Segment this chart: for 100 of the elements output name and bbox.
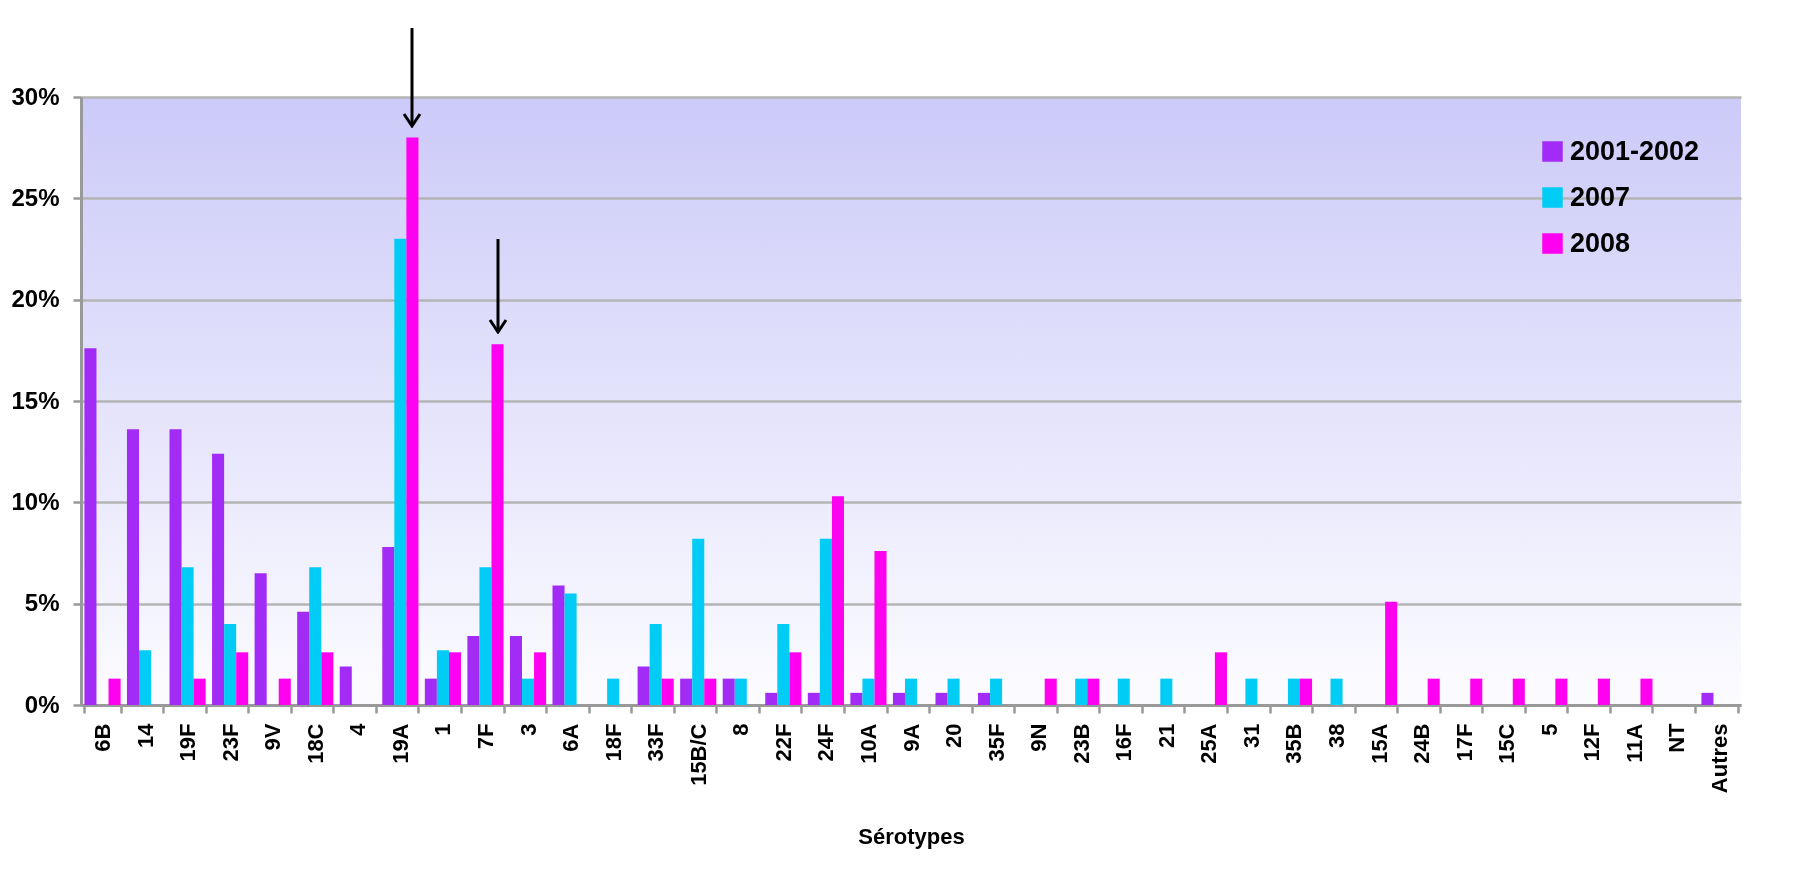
x-tick-label: 6A <box>558 723 584 752</box>
bar <box>1214 652 1227 705</box>
bar <box>637 666 650 705</box>
bar <box>1075 678 1088 705</box>
bar <box>1597 678 1610 705</box>
bar <box>564 593 577 705</box>
bar <box>236 652 249 705</box>
x-tick-label: 8 <box>728 723 754 736</box>
x-tick-label: 15C <box>1494 723 1520 764</box>
bar <box>1640 678 1653 705</box>
x-tick-label: 35B <box>1281 723 1307 764</box>
bar <box>394 238 407 705</box>
y-tick-label: 10% <box>11 487 60 515</box>
bar <box>382 546 395 705</box>
bar <box>521 678 535 705</box>
bar <box>892 692 905 705</box>
bar <box>479 567 492 705</box>
bar <box>406 137 419 705</box>
bar <box>904 678 918 705</box>
x-tick-label: 4 <box>345 722 371 736</box>
bar <box>1701 692 1714 705</box>
bar <box>765 692 778 705</box>
bar <box>436 650 449 705</box>
bar <box>607 678 620 705</box>
bar <box>278 678 291 705</box>
y-tick-label: 0% <box>24 690 60 718</box>
bar <box>777 623 790 705</box>
bar <box>807 692 820 705</box>
x-tick-label: NT <box>1664 722 1690 753</box>
bar <box>1427 678 1440 705</box>
bar <box>448 652 461 705</box>
bar <box>552 585 565 705</box>
bar <box>1117 678 1130 705</box>
bar <box>947 678 960 705</box>
bar <box>139 650 152 705</box>
x-tick-label: 9V <box>260 723 286 751</box>
x-tick-label: 18F <box>600 723 626 762</box>
bar <box>169 429 182 705</box>
legend-label: 2007 <box>1570 181 1631 212</box>
legend-label: 2008 <box>1570 227 1631 258</box>
x-tick-label: 7F <box>472 723 498 750</box>
bar <box>491 344 504 705</box>
x-tick-label: 35F <box>983 723 1009 762</box>
x-tick-label: 3 <box>515 723 541 736</box>
bar <box>254 573 267 705</box>
bar <box>819 538 832 705</box>
bar <box>990 678 1003 705</box>
bar <box>1245 678 1258 705</box>
bar <box>661 678 674 705</box>
bar <box>1330 678 1343 705</box>
x-tick-label: 23B <box>1068 723 1094 764</box>
bar <box>1470 678 1483 705</box>
y-tick-label: 5% <box>24 589 60 617</box>
x-tick-label: 38 <box>1324 723 1350 748</box>
x-tick-label: 33F <box>643 723 669 762</box>
bar <box>1385 601 1398 705</box>
bar <box>181 567 194 705</box>
bar <box>1044 678 1057 705</box>
bar <box>680 678 693 705</box>
x-tick-label: 31 <box>1238 723 1264 748</box>
x-tick-label: 9A <box>898 723 924 752</box>
bar <box>1300 678 1313 705</box>
bar <box>1287 678 1301 705</box>
bar <box>734 678 747 705</box>
bar <box>862 678 875 705</box>
bar <box>509 636 522 705</box>
bar <box>424 678 437 705</box>
x-tick-label: 25A <box>1196 723 1222 764</box>
y-tick-label: 30% <box>11 82 60 110</box>
x-tick-label: 23F <box>217 723 243 762</box>
bar <box>789 652 802 705</box>
bar <box>84 348 97 705</box>
bar <box>978 692 991 705</box>
bar <box>874 550 887 705</box>
y-tick-label: 25% <box>11 183 60 211</box>
x-tick-label: 12F <box>1579 723 1605 762</box>
x-tick-label: 9N <box>1026 723 1052 752</box>
x-tick-label: 19A <box>387 723 413 764</box>
x-tick-label: 24F <box>813 723 839 762</box>
x-tick-label: 6B <box>89 723 115 752</box>
x-tick-label: 20 <box>941 723 967 748</box>
x-tick-label: 1 <box>430 723 456 736</box>
x-tick-label: 16F <box>1111 723 1137 762</box>
bar <box>722 678 735 705</box>
y-tick-label: 20% <box>11 285 60 313</box>
x-tick-label: 24B <box>1409 723 1435 764</box>
x-tick-label: 15B/C <box>685 723 711 786</box>
bar <box>193 678 206 705</box>
x-axis-title: Sérotypes <box>858 824 965 850</box>
x-tick-label: 14 <box>132 722 158 748</box>
legend-label: 2001-2002 <box>1570 135 1700 166</box>
bar <box>692 538 705 705</box>
bar <box>297 611 310 705</box>
x-tick-label: 10A <box>855 723 881 764</box>
bar <box>467 636 480 705</box>
bar <box>649 623 662 705</box>
bar <box>534 652 547 705</box>
bar <box>1555 678 1568 705</box>
x-tick-label: 21 <box>1153 723 1179 748</box>
x-tick-label: 18C <box>302 723 328 764</box>
